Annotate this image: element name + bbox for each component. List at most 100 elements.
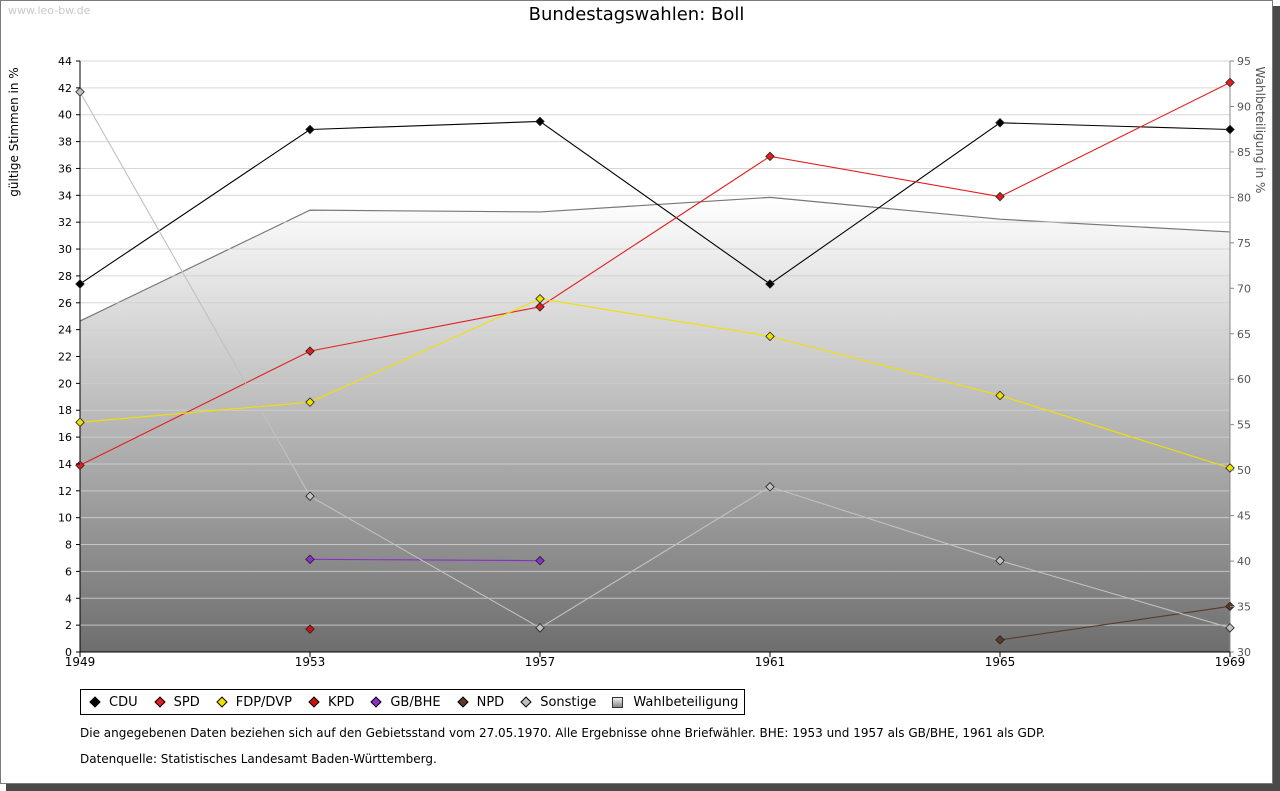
y-tick-label-36: 36 — [58, 162, 72, 175]
y-tick-label-44: 44 — [58, 55, 72, 68]
legend-marker-sonstige — [520, 696, 532, 708]
legend-item-sonstige: Sonstige — [518, 695, 596, 710]
turnout-line — [79, 196, 1231, 322]
y2-tick-label-70: 70 — [1237, 282, 1251, 295]
point-fdp-dvp-1953 — [305, 397, 315, 407]
point-fdp-dvp-1957 — [535, 293, 545, 304]
x-tick-label-1949: 1949 — [65, 655, 96, 669]
point-fdp-dvp-1961 — [765, 331, 775, 342]
footnote-datenquelle: Datenquelle: Statistisches Landesamt Bad… — [80, 752, 437, 766]
series-line-sonstige — [79, 91, 1231, 629]
y2-tick-label-80: 80 — [1237, 191, 1251, 204]
y-tick-label-4: 4 — [65, 592, 72, 605]
point-sonstige-1953 — [305, 491, 315, 501]
y-tick-label-0: 0 — [65, 646, 72, 659]
y2-tick-label-60: 60 — [1237, 373, 1251, 386]
point-cdu-1969 — [1225, 124, 1235, 135]
legend-item-gb-bhe: GB/BHE — [368, 694, 441, 710]
legend-item-wahlbeteiligung: Wahlbeteiligung — [610, 695, 738, 710]
legend-label-sonstige: Sonstige — [540, 694, 597, 710]
legend-marker-wahlbeteiligung — [612, 696, 624, 708]
y2-tick-label-85: 85 — [1237, 146, 1251, 159]
point-sonstige-1965 — [995, 555, 1005, 566]
point-spd-1961 — [765, 151, 775, 162]
y-tick-label-2: 2 — [65, 619, 72, 632]
legend-label-fdp-dvp: FDP/DVP — [235, 694, 292, 710]
legend-marker-gb-bhe — [370, 696, 382, 708]
y2-tick-label-65: 65 — [1237, 328, 1251, 341]
series-line-fdp-dvp — [79, 298, 1231, 469]
point-sonstige-1961 — [765, 482, 775, 492]
footnote-gebietsstand: Die angegebenen Daten beziehen sich auf … — [80, 726, 1046, 740]
y-tick-label-28: 28 — [58, 270, 72, 283]
frame-shadow-right — [1273, 6, 1280, 791]
legend-item-fdp-dvp: FDP/DVP — [214, 695, 292, 710]
point-fdp-dvp-1949 — [75, 417, 85, 428]
frame-shadow-bottom — [6, 784, 1280, 791]
y-tick-label-18: 18 — [58, 404, 72, 417]
y2-tick-label-90: 90 — [1237, 100, 1251, 113]
point-cdu-1961 — [765, 279, 775, 289]
legend-label-npd: NPD — [476, 694, 505, 710]
legend-label-spd: SPD — [173, 694, 200, 710]
y2-tick-label-75: 75 — [1237, 237, 1251, 250]
chart-title: Bundestagswahlen: Boll — [528, 4, 745, 25]
legend-marker-cdu — [89, 696, 101, 708]
y2-tick-label-50: 50 — [1237, 464, 1251, 477]
point-cdu-1957 — [535, 116, 545, 127]
y-tick-label-38: 38 — [58, 136, 72, 149]
series-line-npd — [999, 605, 1231, 641]
y-tick-label-12: 12 — [58, 485, 72, 498]
point-gb-bhe-1957 — [535, 555, 545, 566]
point-sonstige-1949 — [75, 87, 85, 97]
y2-tick-label-35: 35 — [1237, 601, 1251, 614]
y2-tick-label-45: 45 — [1237, 510, 1251, 523]
point-spd-1965 — [995, 191, 1005, 202]
y-tick-label-14: 14 — [58, 458, 72, 471]
point-cdu-1965 — [995, 118, 1005, 128]
point-fdp-dvp-1965 — [995, 390, 1005, 401]
legend-item-kpd: KPD — [306, 695, 354, 710]
legend-marker-kpd — [308, 696, 320, 708]
watermark: www.leo-bw.de — [8, 4, 91, 17]
y-tick-label-34: 34 — [58, 189, 72, 202]
legend-marker-spd — [153, 696, 166, 708]
y-tick-label-10: 10 — [58, 512, 72, 525]
legend-marker-npd — [456, 696, 469, 708]
point-spd-1969 — [1225, 77, 1235, 88]
y-tick-label-24: 24 — [58, 324, 72, 337]
legend-item-cdu: CDU — [87, 695, 138, 710]
y-tick-label-6: 6 — [65, 565, 72, 578]
y-tick-label-16: 16 — [58, 431, 72, 444]
legend-label-gb-bhe: GB/BHE — [390, 694, 441, 710]
point-spd-1957 — [535, 302, 545, 312]
series-line-spd — [79, 81, 1231, 466]
x-tick-label-1965: 1965 — [985, 655, 1016, 669]
point-sonstige-1969 — [1225, 623, 1235, 633]
turnout-area — [80, 197, 1230, 652]
y-tick-label-32: 32 — [58, 216, 72, 229]
point-spd-1953 — [305, 346, 315, 356]
y-tick-label-22: 22 — [58, 351, 72, 364]
y-tick-label-20: 20 — [58, 377, 72, 390]
legend-marker-fdp-dvp — [216, 696, 228, 708]
point-cdu-1953 — [305, 124, 315, 135]
y2-tick-label-40: 40 — [1237, 555, 1251, 568]
point-sonstige-1957 — [535, 623, 545, 633]
series-line-cdu — [79, 120, 1231, 285]
point-kpd-1953 — [305, 624, 315, 634]
point-gb-bhe-1953 — [305, 554, 315, 565]
x-tick-label-1957: 1957 — [525, 655, 556, 669]
legend-item-npd: NPD — [455, 694, 505, 710]
legend-item-spd: SPD — [152, 695, 200, 710]
y2-tick-label-30: 30 — [1237, 646, 1251, 659]
legend-label-wahlbeteiligung: Wahlbeteiligung — [633, 694, 739, 710]
y-tick-label-30: 30 — [58, 243, 72, 256]
point-npd-1965 — [995, 635, 1005, 645]
y-tick-label-8: 8 — [65, 539, 72, 552]
legend: CDU SPD FDP/DVP KPD GB/BHE NPD Sonstige Wahlbet… — [80, 689, 746, 715]
point-cdu-1949 — [75, 279, 85, 289]
legend-label-cdu: CDU — [109, 694, 138, 710]
legend-label-kpd: KPD — [327, 694, 355, 710]
